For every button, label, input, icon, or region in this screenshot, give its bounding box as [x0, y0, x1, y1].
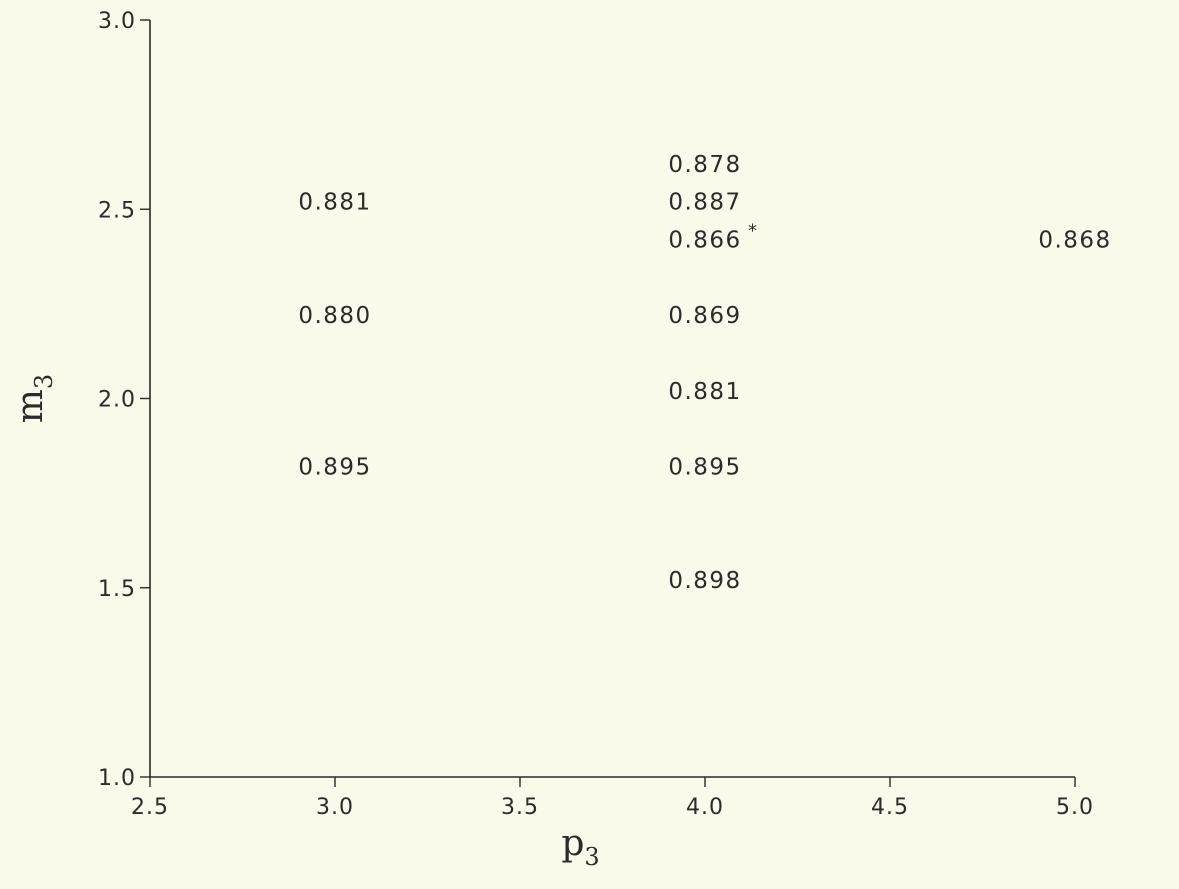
data-label: 0.895 [668, 455, 741, 481]
data-labels: 0.881 0.880 0.895 0.878 0.887 0.866 * 0.869 0.88… [298, 152, 1111, 594]
data-label-marker: * [748, 221, 757, 242]
data-label: 0.880 [298, 303, 371, 329]
y-tick-label: 1.5 [98, 577, 136, 602]
data-label: 0.866 [668, 228, 741, 254]
axes [149, 20, 1075, 778]
x-axis-title: p3 [561, 823, 599, 871]
data-label: 0.898 [668, 568, 741, 594]
x-tick-label: 3.0 [316, 795, 354, 820]
data-label: 0.868 [1038, 228, 1111, 254]
x-tick-label: 5.0 [1056, 795, 1094, 820]
data-label: 0.881 [668, 379, 741, 405]
x-tick-label: 4.5 [871, 795, 909, 820]
y-axis-ticks: 1.0 1.5 2.0 2.5 3.0 [98, 9, 150, 791]
y-tick-label: 2.0 [98, 388, 136, 413]
data-label: 0.869 [668, 303, 741, 329]
y-axis-title-subscript: 3 [30, 374, 58, 389]
x-tick-label: 4.0 [686, 795, 724, 820]
data-label: 0.881 [298, 190, 371, 216]
y-tick-label: 2.5 [98, 198, 136, 223]
y-axis-title: m3 [10, 374, 58, 423]
data-label: 0.878 [668, 152, 741, 178]
y-tick-label: 3.0 [98, 9, 136, 34]
x-axis-title-base: p [561, 823, 584, 864]
x-tick-label: 2.5 [131, 795, 169, 820]
y-tick-label: 1.0 [98, 766, 136, 791]
data-label: 0.887 [668, 190, 741, 216]
data-label: 0.895 [298, 455, 371, 481]
x-axis-title-subscript: 3 [584, 843, 599, 871]
x-tick-label: 3.5 [501, 795, 539, 820]
y-axis-title-base: m [10, 389, 51, 423]
x-axis-ticks: 2.5 3.0 3.5 4.0 4.5 5.0 [131, 777, 1094, 820]
